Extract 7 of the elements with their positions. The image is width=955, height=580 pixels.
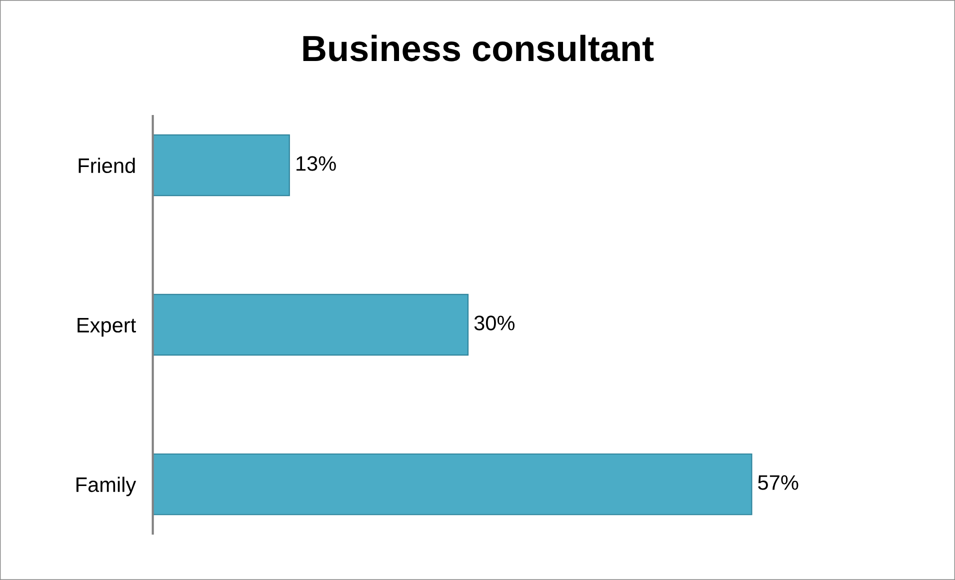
y-tick-label: Family (76, 476, 136, 496)
chart-title: Business consultant (303, 34, 654, 62)
data-label: 30% (474, 316, 515, 330)
y-tick-label: Expert (78, 318, 136, 337)
data-label: 57% (758, 475, 798, 490)
y-tick-label: Friend (78, 158, 135, 174)
data-label: 13% (296, 156, 336, 171)
